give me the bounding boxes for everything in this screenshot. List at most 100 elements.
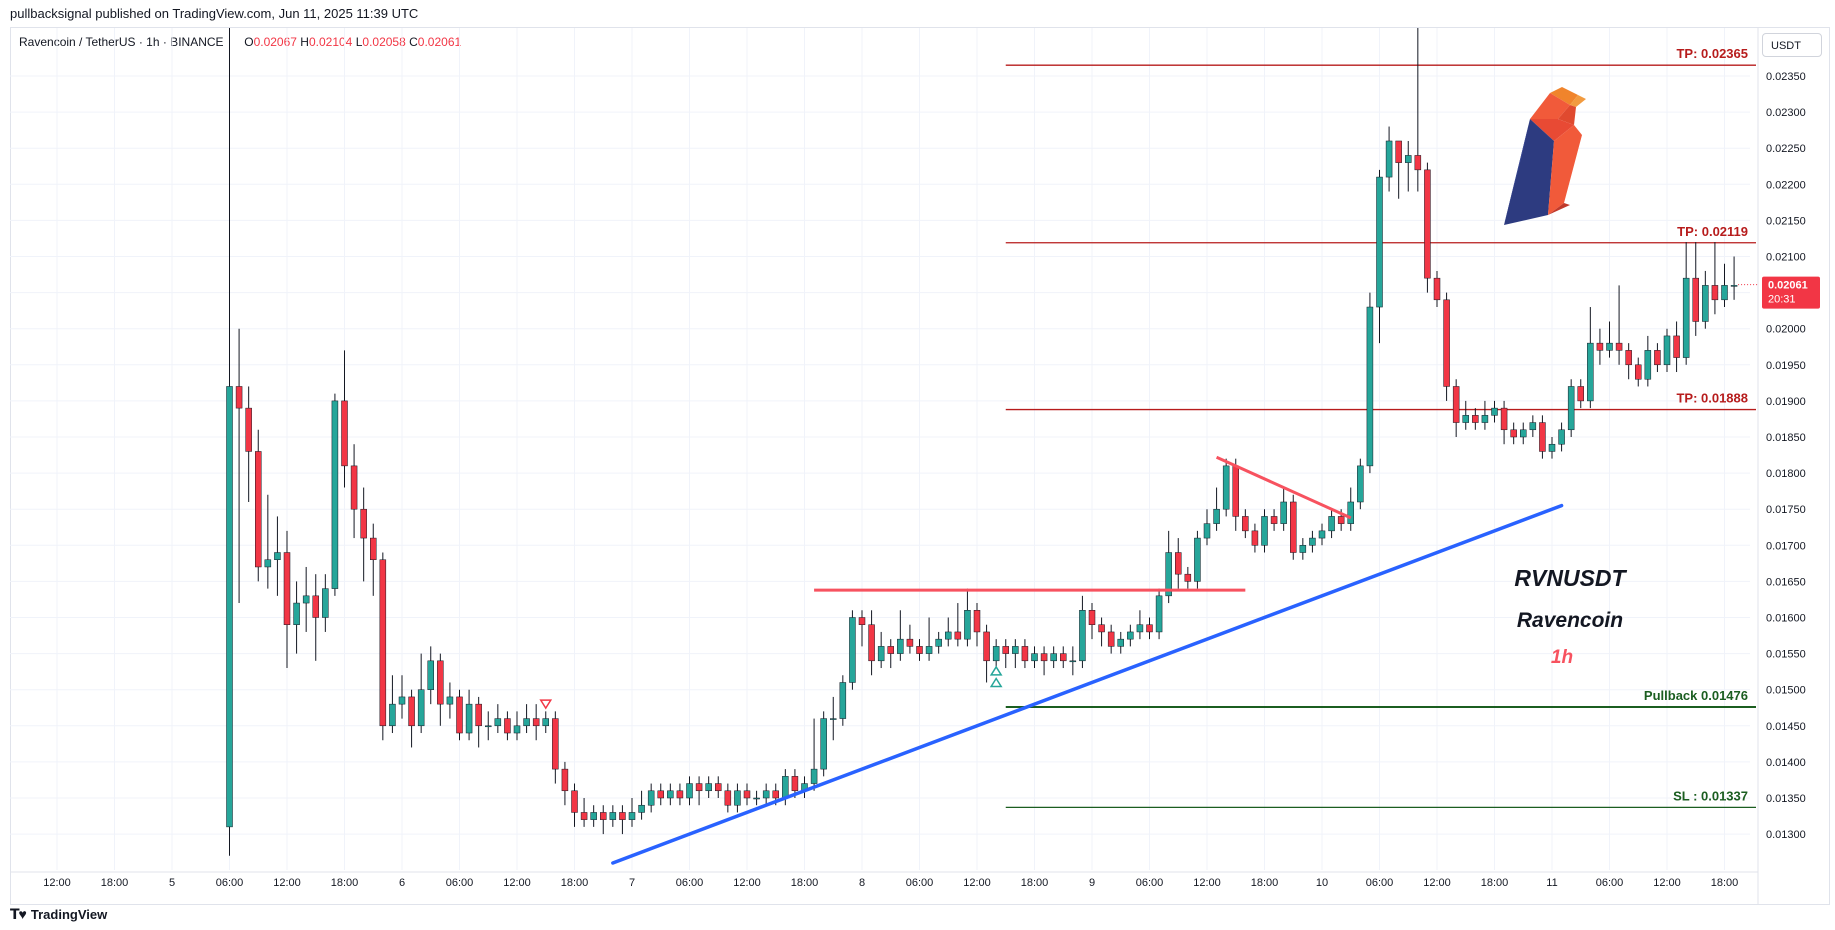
candle-body	[1088, 610, 1096, 625]
price-tick-label: 0.02150	[1766, 215, 1806, 227]
candle-body	[1222, 465, 1230, 510]
candle-body	[1663, 335, 1671, 366]
candle-body	[1280, 501, 1287, 524]
candle-body	[1299, 545, 1307, 553]
candle-body	[561, 768, 569, 792]
annotations-layer: RVNUSDT Ravencoin 1h	[1514, 565, 1627, 668]
candle-body	[897, 638, 904, 654]
candle-body	[1270, 516, 1278, 524]
candle-body	[647, 790, 655, 806]
buy-signal-icon	[989, 677, 1003, 688]
candle-body	[1318, 530, 1326, 539]
candle-body	[456, 696, 463, 734]
candle-body	[695, 783, 703, 792]
candle-body	[782, 776, 789, 799]
candle-body	[1702, 285, 1709, 322]
candle-body	[762, 790, 770, 799]
time-axis[interactable]: 12:00 18:00 5 06:00 12:00 18:00 6 06:00 12:00 18:…	[10, 871, 1758, 889]
candle-body	[1242, 516, 1249, 532]
candle-body	[1520, 429, 1527, 438]
candle-body	[417, 689, 425, 727]
price-tick-label: 0.02300	[1766, 107, 1806, 119]
candle-body	[1194, 537, 1201, 582]
candle-body	[255, 451, 262, 568]
time-tick-label: 12:00	[273, 877, 301, 889]
level-lines: TP: 0.02365 TP: 0.02119 TP: 0.01888 Pullbac…	[1005, 46, 1756, 809]
time-tick-label: 06:00	[1596, 877, 1624, 889]
candle-body	[1558, 429, 1565, 445]
candle-body	[964, 610, 971, 640]
price-tick-label: 0.02000	[1766, 324, 1806, 336]
candle-body	[1079, 610, 1086, 662]
candle-body	[954, 631, 962, 640]
last-price-value: 0.02061	[1768, 280, 1808, 292]
price-axis[interactable]: 0.02350 0.02300 0.02250 0.02200 0.02150 0.021…	[1757, 28, 1806, 904]
price-tick-label: 0.01950	[1766, 360, 1806, 372]
candle-body	[1405, 155, 1412, 163]
candle-body	[283, 552, 291, 625]
candle-body	[542, 718, 549, 727]
time-tick-label: 12:00	[43, 877, 71, 889]
candle-body	[226, 386, 233, 828]
candle-body	[638, 804, 645, 813]
candle-body	[1472, 415, 1479, 423]
annotation-subtitle: Ravencoin	[1517, 609, 1623, 632]
tradingview-brand[interactable]: 𝗧♥ TradingView	[10, 906, 107, 923]
candle-body	[1069, 660, 1077, 663]
annotation-timeframe: 1h	[1551, 647, 1573, 668]
candle-body	[1433, 277, 1441, 301]
level-label-tp: TP: 0.01888	[1676, 391, 1748, 406]
high-value: 0.02104	[308, 35, 353, 49]
sell-signal-icon	[539, 699, 553, 710]
low-value: 0.02058	[362, 35, 406, 49]
candle-body	[1481, 415, 1489, 423]
candle-body	[1500, 407, 1508, 431]
candle-body	[1711, 285, 1719, 301]
time-tick-label: 12:00	[1653, 877, 1681, 889]
candle-body	[877, 646, 885, 662]
candle-body	[628, 812, 636, 820]
price-tick-label: 0.01450	[1766, 721, 1806, 733]
price-tick-label: 0.02250	[1766, 143, 1806, 155]
candle-body	[1232, 465, 1239, 517]
candle-body	[791, 776, 799, 792]
candle-body	[475, 703, 482, 727]
time-tick-label: 8	[859, 877, 865, 889]
falling-wedge-line	[1215, 455, 1352, 520]
price-tick-label: 0.01750	[1766, 504, 1806, 516]
candle-body	[341, 400, 348, 467]
candle-body	[858, 617, 866, 625]
candle-body	[360, 508, 367, 539]
candle-body	[935, 638, 942, 647]
candle-body	[1625, 350, 1632, 366]
candle-body	[657, 790, 664, 799]
brand-label: TradingView	[30, 907, 108, 922]
price-tick-label: 0.01500	[1766, 685, 1806, 697]
candle-body	[1510, 429, 1517, 438]
time-tick-label: 06:00	[676, 877, 704, 889]
candle-body	[1127, 631, 1134, 640]
candle-body	[724, 790, 732, 806]
candle-body	[552, 718, 559, 770]
candle-body	[887, 646, 894, 654]
candle-body	[1730, 285, 1738, 287]
candle-body	[302, 595, 310, 604]
currency-button[interactable]: USDT	[1762, 33, 1822, 57]
time-tick-label: 11	[1546, 877, 1557, 889]
chart-pane[interactable]	[10, 27, 1830, 905]
drawings-layer	[539, 284, 1758, 865]
candle-body	[1644, 350, 1652, 380]
candle-body	[1117, 638, 1124, 647]
candle-body	[580, 812, 588, 820]
level-label-sl: SL : 0.01337	[1673, 788, 1748, 803]
candle-body	[1424, 169, 1431, 279]
price-tick-label: 0.01550	[1766, 649, 1806, 661]
candle-body	[1366, 306, 1374, 467]
time-tick-label: 6	[399, 877, 405, 889]
candle-body	[350, 465, 358, 510]
candle-body	[1673, 335, 1680, 358]
tradingview-logo-icon: 𝗧♥	[10, 906, 27, 922]
candle-body	[676, 790, 684, 799]
price-tick-label: 0.02350	[1766, 71, 1806, 83]
